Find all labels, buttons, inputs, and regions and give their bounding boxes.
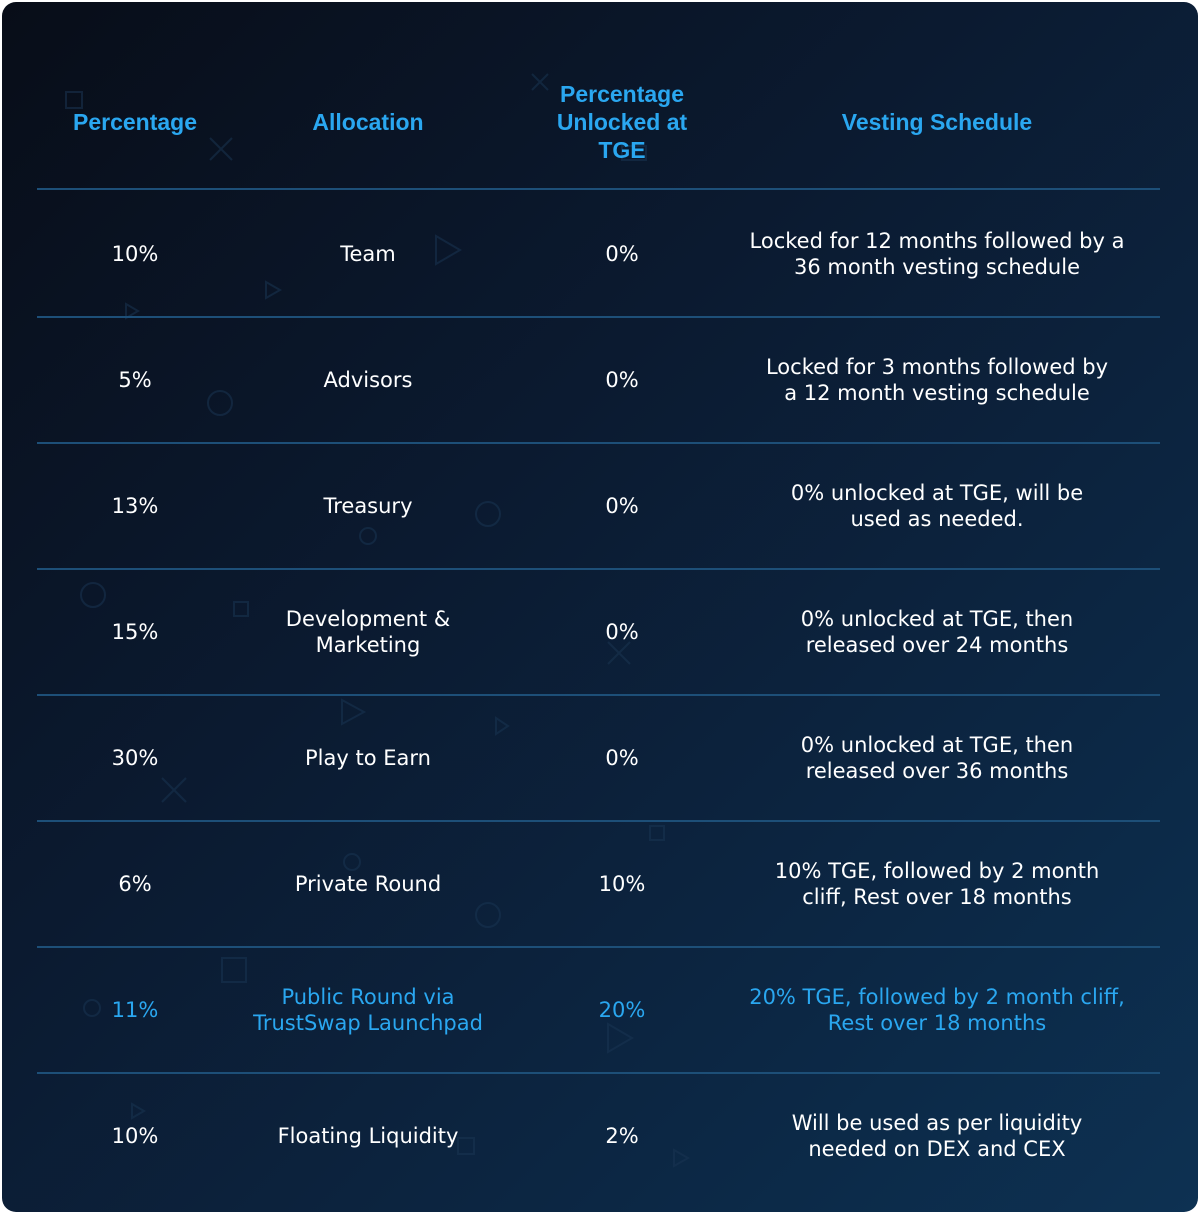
- table-row-highlighted: 11% Public Round via TrustSwap Launchpad…: [2, 948, 1198, 1072]
- cell-unlocked-at-tge: 0%: [605, 242, 639, 266]
- cell-allocation: Advisors: [323, 368, 413, 392]
- header-percentage: Percentage: [72, 109, 197, 135]
- cell-allocation: Public Round via TrustSwap Launchpad: [253, 985, 483, 1035]
- cell-vesting-schedule: 0% unlocked at TGE, then released over 2…: [800, 607, 1074, 657]
- cell-percentage: 13%: [111, 494, 159, 518]
- header-allocation: Allocation: [312, 109, 424, 135]
- table-divider: [37, 820, 1160, 822]
- cell-percentage: 11%: [111, 998, 159, 1022]
- table-divider: [37, 1072, 1160, 1074]
- table-row: 10% Floating Liquidity 2% Will be used a…: [2, 1074, 1198, 1198]
- table-row: 15% Development & Marketing 0% 0% unlock…: [2, 570, 1198, 694]
- cell-percentage: 6%: [118, 872, 152, 896]
- cell-vesting-schedule: 0% unlocked at TGE, will be used as need…: [790, 481, 1084, 531]
- cell-percentage: 15%: [111, 620, 159, 644]
- cell-allocation: Floating Liquidity: [277, 1124, 459, 1148]
- cell-allocation: Team: [340, 242, 396, 266]
- table-divider: [37, 694, 1160, 696]
- cell-unlocked-at-tge: 10%: [598, 872, 646, 896]
- cell-vesting-schedule: 20% TGE, followed by 2 month cliff, Rest…: [749, 985, 1125, 1035]
- cell-allocation: Private Round: [294, 872, 442, 896]
- cell-unlocked-at-tge: 20%: [598, 998, 646, 1022]
- cell-percentage: 5%: [118, 368, 152, 392]
- cell-percentage: 30%: [111, 746, 159, 770]
- cell-percentage: 10%: [111, 242, 159, 266]
- table-divider: [37, 188, 1160, 190]
- table-divider: [37, 316, 1160, 318]
- cell-unlocked-at-tge: 2%: [605, 1124, 639, 1148]
- table-header: Percentage Allocation Percentage Unlocke…: [2, 72, 1198, 172]
- cell-vesting-schedule: 10% TGE, followed by 2 month cliff, Rest…: [774, 859, 1100, 909]
- header-vesting-schedule: Vesting Schedule: [841, 109, 1033, 135]
- cell-unlocked-at-tge: 0%: [605, 494, 639, 518]
- table-row: 5% Advisors 0% Locked for 3 months follo…: [2, 318, 1198, 442]
- cell-allocation: Play to Earn: [305, 746, 431, 770]
- cell-allocation: Treasury: [323, 494, 413, 518]
- header-unlocked-at-tge: Percentage Unlocked at TGE: [556, 81, 688, 163]
- cell-unlocked-at-tge: 0%: [605, 746, 639, 770]
- cell-vesting-schedule: Locked for 12 months followed by a 36 mo…: [749, 229, 1125, 279]
- table-divider: [37, 568, 1160, 570]
- cell-vesting-schedule: 0% unlocked at TGE, then released over 3…: [800, 733, 1074, 783]
- cell-allocation: Development & Marketing: [285, 607, 451, 657]
- cell-vesting-schedule: Locked for 3 months followed by a 12 mon…: [765, 355, 1109, 405]
- table-divider: [37, 442, 1160, 444]
- table-divider: [37, 946, 1160, 948]
- table-row: 13% Treasury 0% 0% unlocked at TGE, will…: [2, 444, 1198, 568]
- cell-vesting-schedule: Will be used as per liquidity needed on …: [791, 1111, 1083, 1161]
- cell-percentage: 10%: [111, 1124, 159, 1148]
- table-row: 6% Private Round 10% 10% TGE, followed b…: [2, 822, 1198, 946]
- cell-unlocked-at-tge: 0%: [605, 368, 639, 392]
- table-row: 30% Play to Earn 0% 0% unlocked at TGE, …: [2, 696, 1198, 820]
- table-row: 10% Team 0% Locked for 12 months followe…: [2, 192, 1198, 316]
- cell-unlocked-at-tge: 0%: [605, 620, 639, 644]
